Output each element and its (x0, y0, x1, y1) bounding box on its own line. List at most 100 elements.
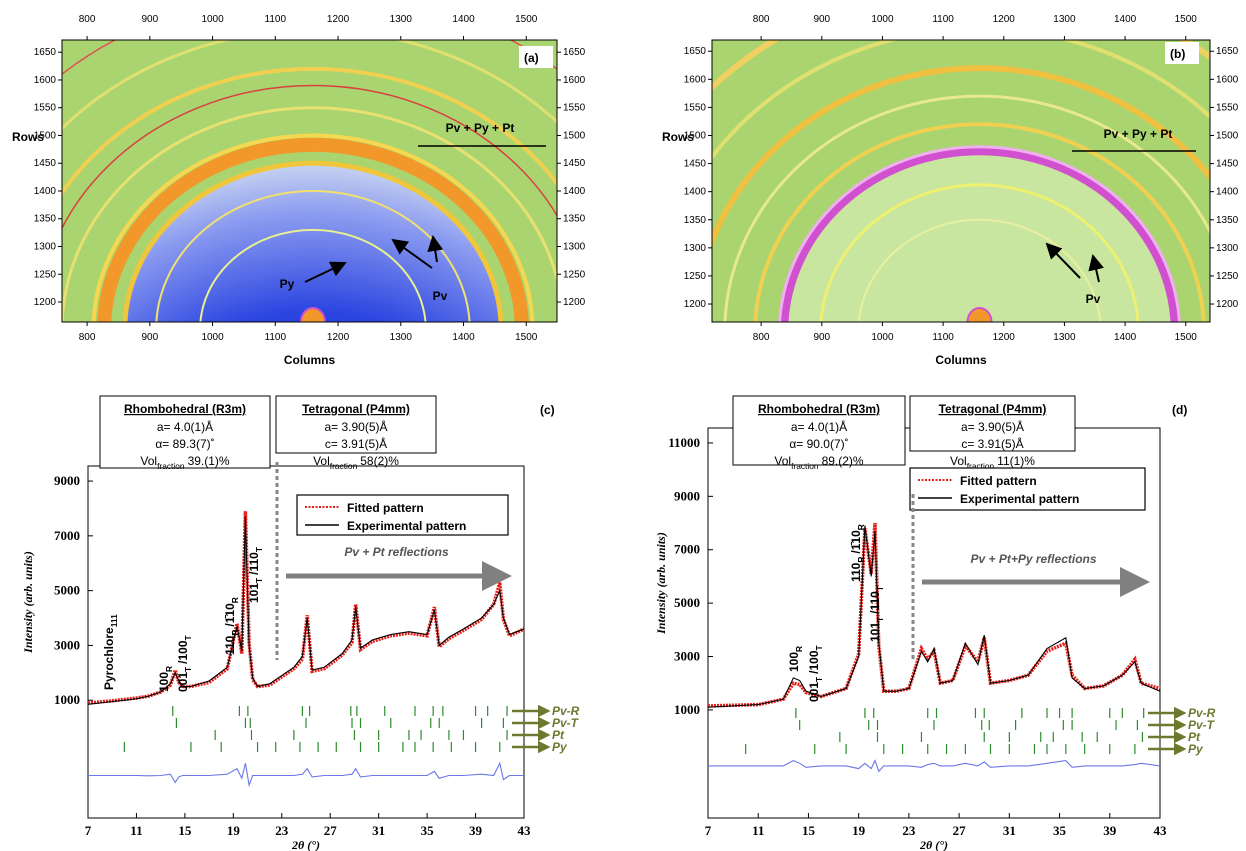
y-tick-label: 1500 (34, 130, 57, 141)
y-tick-label: 5000 (674, 595, 700, 610)
text-part: Vol (950, 454, 967, 468)
text-part: Vol (313, 454, 330, 468)
y-tick-label: 1550 (684, 102, 707, 113)
phase-title: Tetragonal (P4mm) (939, 402, 1047, 416)
difference-curve (708, 759, 1161, 773)
frame (711, 39, 1211, 323)
diffraction-ring (155, 190, 471, 322)
y-tick-label: 3000 (54, 637, 80, 652)
y-tick-label: 1650 (684, 46, 707, 57)
x-tick-label: 1300 (1053, 332, 1076, 343)
x-tick-label: 35 (1053, 823, 1067, 838)
x-tick-label: 1300 (390, 14, 413, 25)
phase-label: Pv-R (552, 704, 580, 718)
x-tick-label: 1400 (452, 14, 475, 25)
text-part: R (856, 557, 866, 563)
y-tick-label: 5000 (54, 583, 80, 598)
y-tick-label: 1300 (1216, 243, 1239, 254)
phase-label: Pt (552, 728, 565, 742)
text-part: /100 (176, 640, 190, 664)
text-part: fraction (157, 461, 185, 471)
image-region (124, 163, 501, 322)
y-tick-label: 1200 (563, 297, 586, 308)
diffraction-ring (199, 228, 427, 322)
x-tick-label: 1000 (201, 14, 224, 25)
peak-label: 101T/110T (247, 546, 264, 603)
experimental-curve (707, 525, 1161, 708)
reflection-note: Pv + Pt reflections (344, 545, 449, 559)
y-tick-label: 1600 (1216, 74, 1239, 85)
y-tick-label: 7000 (54, 528, 80, 543)
y-tick-label: 1300 (563, 242, 586, 253)
text-part: a= 4.0(1)Å (157, 419, 213, 434)
x-tick-label: 800 (753, 14, 770, 25)
x-tick-label: 900 (141, 332, 158, 343)
phase-parameter: c= 3.91(5)Å (325, 436, 387, 451)
image-region (785, 152, 1174, 322)
y-tick-label: 1000 (54, 692, 80, 707)
text-part: a= 4.0(1)Å (791, 419, 847, 434)
annotation: Pv + Py + Pt (446, 121, 515, 135)
detector-image (62, 40, 557, 322)
annotation-arrow (304, 261, 347, 283)
diffraction-ring (122, 160, 504, 322)
text-part: 111 (109, 614, 119, 627)
text-part: a= 3.90(5)Å (961, 419, 1024, 434)
text-part: 39.(1)% (188, 454, 230, 468)
x-tick-label: 800 (79, 14, 96, 25)
panel-label-bg (519, 46, 553, 68)
x-tick-label: 900 (813, 332, 830, 343)
x-tick-label: 7 (705, 823, 712, 838)
y-tick-label: 1600 (563, 75, 586, 86)
y-tick-label: 1650 (563, 47, 586, 58)
text-part: Pyrochlore (102, 627, 116, 690)
y-axis-label: Intensity (arb. units) (21, 551, 35, 654)
y-tick-label: 11000 (668, 435, 700, 450)
x-tick-label: 1200 (327, 14, 350, 25)
text-part: T (875, 616, 885, 622)
x-tick-label: 1100 (932, 14, 954, 25)
y-tick-label: 1200 (684, 299, 707, 310)
text-part: R (230, 597, 240, 603)
x-axis-label: Columns (284, 353, 336, 367)
difference-curve (88, 761, 524, 788)
x-tick-label: 31 (1003, 823, 1016, 838)
legend-box (909, 467, 1146, 511)
legend-label: Fitted pattern (960, 474, 1037, 488)
y-tick-label: 1450 (1216, 159, 1239, 170)
annotation-arrow (427, 235, 444, 263)
x-tick-label: 800 (753, 332, 770, 343)
y-tick-label: 1250 (684, 271, 707, 282)
panel-label: (b) (1170, 47, 1185, 61)
annotation-arrow (1045, 242, 1081, 279)
y-tick-label: 1400 (1216, 187, 1239, 198)
phase-label: Pt (1188, 730, 1201, 744)
text-part: /110 (247, 552, 261, 575)
y-tick-label: 1250 (34, 269, 57, 280)
x-tick-label: 1500 (1175, 14, 1198, 25)
diffraction-ring (753, 122, 1206, 322)
phase-box (275, 395, 437, 454)
text-part: 101 (247, 583, 261, 603)
diffraction-ring (778, 145, 1181, 322)
x-tick-label: 1500 (515, 332, 538, 343)
y-tick-label: 1300 (34, 242, 57, 253)
text-part: /100 (807, 650, 821, 674)
x-tick-label: 1000 (871, 14, 894, 25)
y-tick-label: 1250 (1216, 271, 1239, 282)
x-tick-label: 43 (518, 823, 532, 838)
diffraction-ring (62, 106, 557, 322)
detector-image (712, 40, 1210, 322)
peak-label: 100R (157, 666, 174, 692)
x-tick-label: 1400 (1114, 332, 1137, 343)
experimental-curve (87, 516, 525, 705)
x-tick-label: 35 (421, 823, 435, 838)
x-tick-label: 1100 (265, 332, 287, 343)
annotation: Pv (1086, 292, 1101, 306)
x-tick-label: 39 (469, 823, 483, 838)
text-part: 58(2)% (360, 454, 399, 468)
peak-label: 001T/100T (807, 644, 824, 702)
text-part: c= 3.91(5)Å (961, 436, 1023, 451)
text-part: T (875, 585, 885, 591)
diffraction-ring (62, 66, 557, 197)
